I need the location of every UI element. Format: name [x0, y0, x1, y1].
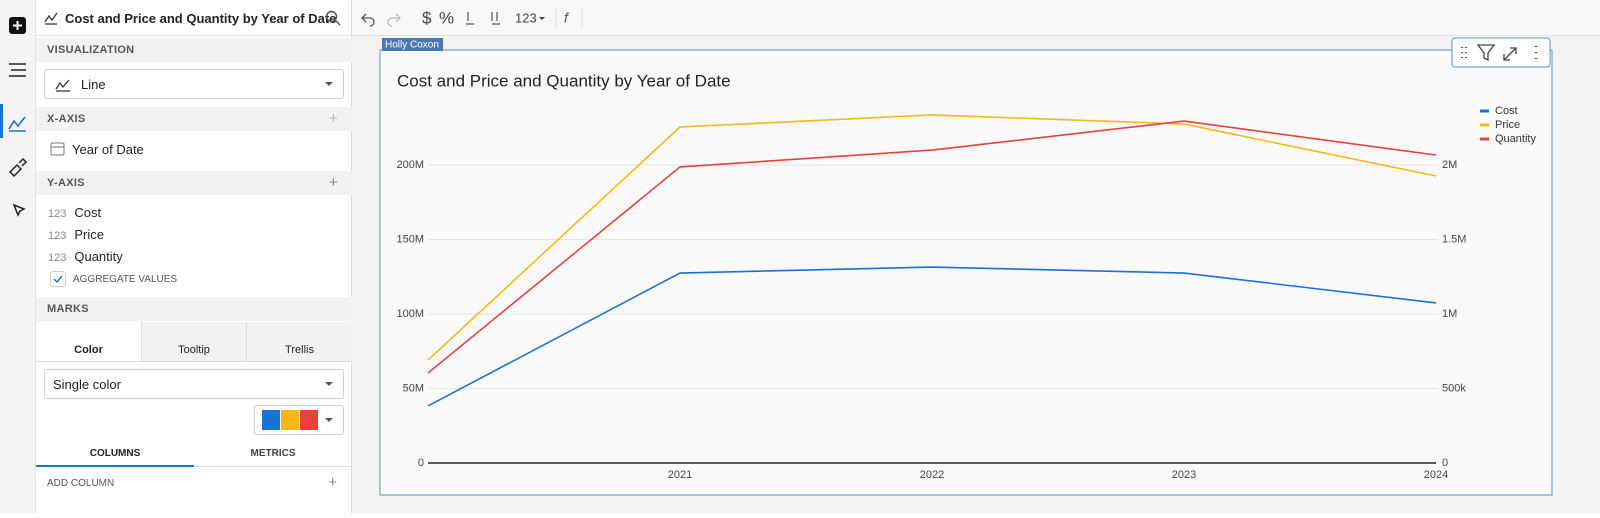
field-type: 123 — [48, 252, 67, 264]
x-field[interactable]: Year of Date — [72, 142, 144, 157]
aggregate-label: AGGREGATE VALUES — [73, 274, 178, 285]
chart-card[interactable] — [379, 49, 1553, 496]
add-button[interactable]: + — [328, 174, 338, 191]
y2-tick-label: 0 — [1442, 457, 1448, 469]
y-tick-label: 0 — [418, 457, 424, 469]
x-tick-label: 2021 — [668, 469, 692, 481]
series-line — [427, 120, 1437, 374]
increase-decimal[interactable] — [491, 12, 500, 25]
select-icon[interactable] — [12, 203, 26, 217]
toolbar: $ % 123 f — [352, 0, 1600, 36]
color-mode-value: Single color — [53, 377, 121, 392]
field-type: 123 — [48, 208, 67, 220]
legend-label: Cost — [1495, 105, 1518, 117]
y-tick-label: 100M — [396, 308, 424, 320]
outline-icon[interactable] — [9, 63, 26, 77]
sidebar: Cost and Price and Quantity by Year of D… — [36, 0, 352, 513]
formula-icon[interactable]: f — [564, 10, 570, 26]
rail-icons — [0, 17, 28, 217]
series-line — [427, 114, 1437, 361]
y-field[interactable]: 123 Quantity — [48, 249, 123, 264]
palette-picker[interactable] — [254, 405, 344, 435]
icon-rail — [0, 0, 36, 513]
field-name: Quantity — [74, 249, 123, 264]
drag-handle[interactable] — [1461, 47, 1467, 58]
card-toolbar — [1451, 37, 1551, 68]
field-name: Price — [74, 227, 104, 242]
owner-tag: Holly Coxon — [385, 40, 439, 51]
field-type: 123 — [48, 230, 67, 242]
aggregate-checkbox[interactable] — [50, 271, 66, 287]
swatch — [262, 410, 280, 430]
section-label: X-AXIS — [47, 113, 86, 125]
panel-tab[interactable]: METRICS — [194, 442, 352, 467]
x-tick-label: 2023 — [1172, 469, 1196, 481]
color-mode-dropdown[interactable]: Single color — [44, 369, 344, 399]
mark-tab[interactable]: Tooltip — [141, 322, 246, 362]
legend-label: Quantity — [1495, 133, 1536, 145]
visualization-dropdown[interactable]: Line — [44, 69, 344, 99]
sidebar-title: Cost and Price and Quantity by Year of D… — [65, 11, 337, 26]
expand-button[interactable] — [1503, 47, 1517, 61]
undo-button[interactable] — [361, 13, 375, 27]
toolbar-icons: $ % 123 f — [361, 8, 583, 28]
format-icon[interactable] — [8, 157, 28, 178]
x-tick-label: 2022 — [920, 469, 944, 481]
chart: Holly Coxon Cost and Price and Quantity … — [379, 37, 1553, 496]
canvas: Holly Coxon Cost and Price and Quantity … — [352, 36, 1600, 513]
y2-tick-label: 1M — [1442, 308, 1457, 320]
panel-tab[interactable]: COLUMNS — [36, 442, 194, 467]
section-label: Y-AXIS — [47, 177, 85, 189]
chart-icon[interactable] — [8, 116, 26, 132]
number-format-button[interactable]: 123 — [515, 10, 537, 25]
field-name: Cost — [74, 205, 102, 220]
palette-swatches — [262, 410, 318, 430]
add-column-button[interactable]: + — [328, 474, 337, 491]
chart-title: Cost and Price and Quantity by Year of D… — [397, 71, 731, 90]
visualization-value: Line — [81, 77, 106, 92]
percent-button[interactable]: % — [439, 8, 454, 27]
currency-button[interactable]: $ — [422, 8, 432, 27]
mark-tab[interactable]: Trellis — [246, 322, 352, 362]
section-header: Y-AXIS + — [36, 171, 352, 195]
section-header: MARKS — [36, 297, 352, 321]
y-tick-label: 150M — [396, 233, 424, 245]
calendar-icon — [50, 142, 65, 156]
swatch — [300, 410, 318, 430]
decrease-decimal[interactable] — [466, 12, 474, 25]
swatch — [281, 410, 299, 430]
legend-label: Price — [1495, 119, 1520, 131]
search-button[interactable] — [325, 10, 341, 26]
filter-button[interactable] — [1476, 44, 1496, 62]
x-tick-label: 2024 — [1424, 469, 1448, 481]
series-line — [427, 266, 1437, 407]
y-field[interactable]: 123 Price — [48, 227, 104, 242]
add-button[interactable]: + — [328, 110, 338, 127]
y2-tick-label: 2M — [1442, 159, 1457, 171]
y2-tick-label: 1.5M — [1442, 233, 1466, 245]
owner-tag-bg — [382, 38, 443, 51]
mark-tab[interactable]: Color — [36, 322, 141, 362]
section-header: VISUALIZATION — [36, 38, 352, 62]
redo-button[interactable] — [387, 13, 401, 27]
section-header: X-AXIS + — [36, 107, 352, 131]
y-field[interactable]: 123 Cost — [48, 205, 101, 220]
y-tick-label: 200M — [396, 159, 424, 171]
y2-tick-label: 500k — [1442, 382, 1466, 394]
line-icon — [44, 12, 58, 25]
sidebar-header: Cost and Price and Quantity by Year of D… — [36, 0, 352, 36]
add-column-label: ADD COLUMN — [47, 478, 115, 489]
y-tick-label: 50M — [403, 382, 424, 394]
